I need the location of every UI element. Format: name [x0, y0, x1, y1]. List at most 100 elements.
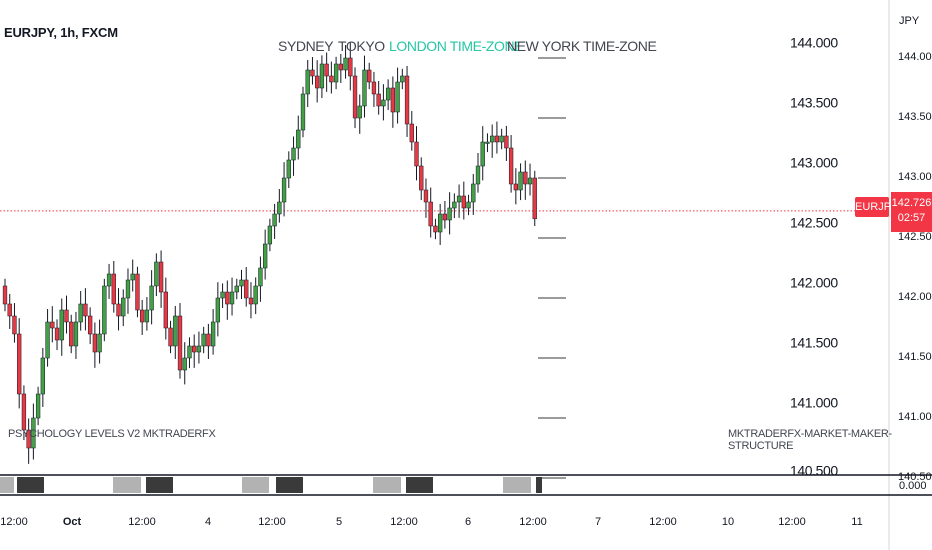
session-block: [373, 477, 401, 493]
session-block: [406, 477, 433, 493]
candle: [12, 303, 17, 343]
candle-body: [376, 93, 381, 107]
candle-body: [229, 291, 235, 305]
candle-body: [17, 333, 22, 395]
candle-body: [263, 243, 268, 269]
candle-body: [329, 75, 334, 83]
candle: [404, 65, 410, 137]
candle: [286, 151, 291, 189]
candle-body: [343, 57, 348, 71]
candle-body: [277, 201, 282, 215]
candle: [409, 111, 414, 151]
candle: [206, 323, 211, 359]
y-axis-tick: 143.500: [898, 111, 932, 123]
candle-body: [144, 309, 150, 323]
candle: [442, 201, 448, 229]
candle-body: [272, 213, 277, 227]
candle: [92, 322, 98, 368]
candle-body: [248, 297, 254, 305]
candle: [319, 55, 325, 99]
candle: [239, 269, 244, 299]
candle-body: [31, 417, 36, 449]
candle-body: [296, 129, 301, 149]
candle-body: [50, 321, 55, 329]
candle-body: [182, 357, 187, 371]
current-price-value: 142.726: [891, 197, 932, 209]
candle-body: [409, 123, 414, 143]
candle-body: [395, 81, 400, 113]
candle-body: [338, 63, 343, 71]
candle: [234, 278, 239, 300]
candle: [475, 153, 481, 193]
candle: [97, 319, 102, 364]
candle-body: [324, 63, 329, 77]
candle: [192, 334, 197, 368]
candle: [490, 124, 495, 158]
candle: [121, 289, 126, 327]
candle: [338, 53, 343, 83]
candle: [395, 67, 400, 124]
candle-body: [452, 201, 457, 209]
candle-body: [442, 213, 448, 221]
candle: [196, 331, 202, 364]
candle-body: [59, 309, 64, 341]
current-price-tag: 142.726 02:57: [891, 192, 932, 232]
session-label-2: TOKYO: [338, 38, 385, 54]
x-axis-tick: 6: [465, 516, 471, 528]
candle: [154, 253, 159, 297]
candle-body: [400, 75, 405, 83]
candle: [518, 163, 523, 201]
countdown-timer: 02:57: [897, 212, 926, 224]
candle: [508, 135, 514, 193]
candle: [130, 259, 135, 292]
candle: [125, 268, 131, 314]
candle: [69, 314, 74, 354]
candle: [163, 277, 168, 340]
candle-body: [253, 285, 258, 305]
candle: [140, 299, 145, 335]
candle: [267, 218, 273, 252]
candle-body: [499, 135, 504, 143]
candle: [144, 297, 150, 331]
candle-body: [485, 141, 490, 144]
candle: [333, 56, 339, 90]
candle: [78, 291, 83, 331]
candle: [102, 278, 107, 342]
candle-body: [158, 261, 164, 293]
candle: [220, 283, 225, 309]
candle-body: [438, 213, 443, 233]
candle: [461, 181, 466, 220]
candle-body: [310, 69, 315, 77]
candle: [83, 288, 88, 331]
candle-body: [192, 345, 197, 353]
candle: [310, 57, 315, 85]
y-axis-tick: 141.500: [898, 351, 932, 363]
candle: [26, 418, 31, 464]
candle: [352, 67, 358, 129]
candle: [168, 320, 173, 354]
candle-body: [523, 171, 528, 185]
x-axis-tick: 12:00: [519, 516, 547, 528]
session-label-1: SYDNEY: [278, 38, 334, 54]
candle-body: [286, 159, 291, 179]
candle-body: [2, 285, 8, 305]
candle-body: [466, 201, 471, 209]
candle-body: [45, 321, 50, 359]
candle-body: [196, 345, 202, 353]
candle: [414, 126, 419, 181]
candle-body: [40, 357, 45, 395]
session-label-4: NEW YORK TIME-ZONE: [507, 38, 657, 54]
candle-body: [201, 333, 206, 347]
candle-body: [140, 309, 145, 323]
candle: [111, 261, 116, 313]
lower-pane-value: 0.000: [899, 480, 927, 492]
candle: [523, 160, 528, 200]
candle-body: [390, 87, 396, 113]
candle-body: [69, 321, 74, 347]
x-axis-tick: 12:00: [258, 516, 286, 528]
session-block: [113, 477, 141, 493]
candle: [263, 229, 268, 280]
candle: [343, 45, 348, 79]
candle: [244, 267, 249, 307]
